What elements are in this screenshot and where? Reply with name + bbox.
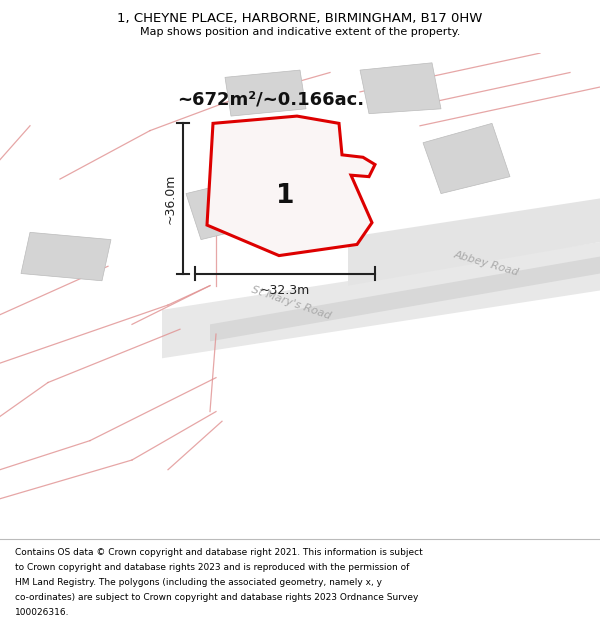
Polygon shape [228,158,303,208]
Text: 100026316.: 100026316. [15,608,70,618]
Polygon shape [207,116,375,256]
Polygon shape [186,186,231,239]
Text: Abbey Road: Abbey Road [452,250,520,278]
Text: 1, CHEYNE PLACE, HARBORNE, BIRMINGHAM, B17 0HW: 1, CHEYNE PLACE, HARBORNE, BIRMINGHAM, B… [118,12,482,24]
Text: Map shows position and indicative extent of the property.: Map shows position and indicative extent… [140,27,460,38]
Polygon shape [360,62,441,114]
Polygon shape [210,256,600,341]
Text: Contains OS data © Crown copyright and database right 2021. This information is : Contains OS data © Crown copyright and d… [15,548,423,557]
Text: 1: 1 [276,183,294,209]
Polygon shape [225,70,306,116]
Text: ~32.3m: ~32.3m [260,284,310,297]
Polygon shape [423,123,510,194]
Text: St Mary's Road: St Mary's Road [250,284,332,321]
Text: ~36.0m: ~36.0m [163,173,176,224]
Text: HM Land Registry. The polygons (including the associated geometry, namely x, y: HM Land Registry. The polygons (includin… [15,578,382,587]
Text: co-ordinates) are subject to Crown copyright and database rights 2023 Ordnance S: co-ordinates) are subject to Crown copyr… [15,593,418,602]
Polygon shape [162,242,600,358]
Text: to Crown copyright and database rights 2023 and is reproduced with the permissio: to Crown copyright and database rights 2… [15,563,409,572]
Polygon shape [21,232,111,281]
Polygon shape [348,199,600,286]
Text: ~672m²/~0.166ac.: ~672m²/~0.166ac. [177,90,364,108]
